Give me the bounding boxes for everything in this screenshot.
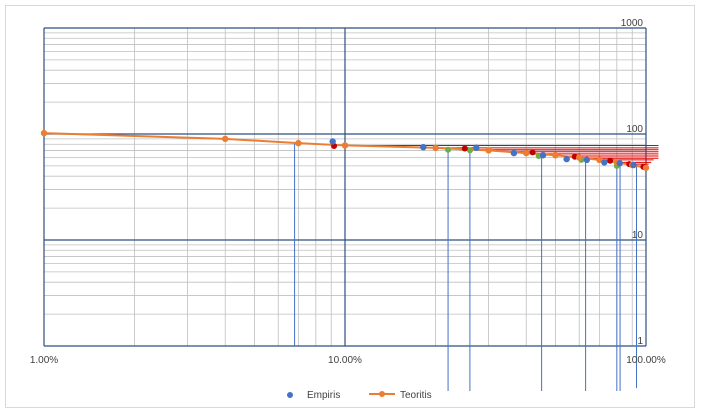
grid bbox=[43, 27, 647, 347]
point-empiris bbox=[616, 160, 623, 167]
legend: Empiris Teoritis bbox=[287, 390, 432, 401]
chart-frame: 1.00% 10.00% 100.00% 1 10 100 1000 Empiris Teo… bbox=[5, 5, 695, 408]
tick-labels: 1.00% 10.00% 100.00% 1 10 100 1000 bbox=[30, 18, 666, 366]
point-empiris bbox=[510, 149, 518, 157]
extra-point-1 bbox=[461, 145, 468, 152]
legend-marker-empiris bbox=[287, 392, 293, 398]
y-tick-label: 1 bbox=[637, 336, 643, 347]
reference-lines bbox=[294, 143, 659, 391]
legend-label-teoritis: Teoritis bbox=[400, 390, 432, 401]
point-empiris bbox=[601, 159, 608, 166]
point-empiris bbox=[563, 155, 570, 163]
y-tick-label: 1000 bbox=[621, 18, 644, 29]
point-teoritis bbox=[40, 129, 48, 137]
point-teoritis bbox=[596, 156, 603, 164]
point-empiris bbox=[473, 144, 480, 152]
y-tick-label: 100 bbox=[626, 124, 643, 135]
extra-point-1 bbox=[607, 157, 614, 164]
point-teoritis bbox=[485, 147, 492, 154]
extra-point-1 bbox=[529, 149, 536, 156]
x-tick-label: 100.00% bbox=[626, 355, 666, 366]
extra-point-0 bbox=[445, 146, 452, 153]
point-teoritis bbox=[295, 139, 302, 147]
point-teoritis bbox=[432, 144, 439, 152]
point-empiris bbox=[583, 156, 591, 164]
extra-point-0 bbox=[466, 147, 473, 154]
point-teoritis bbox=[642, 164, 650, 171]
point-teoritis bbox=[552, 152, 559, 159]
point-empiris bbox=[329, 138, 336, 145]
y-tick-label: 10 bbox=[632, 230, 644, 241]
x-tick-label: 10.00% bbox=[328, 355, 362, 366]
legend-marker-teoritis bbox=[379, 391, 385, 397]
point-empiris bbox=[420, 144, 427, 151]
point-teoritis bbox=[576, 154, 583, 161]
x-tick-label: 1.00% bbox=[30, 355, 58, 366]
point-teoritis bbox=[523, 149, 530, 157]
series-layer bbox=[40, 129, 650, 171]
point-empiris bbox=[539, 152, 547, 159]
point-empiris bbox=[630, 161, 637, 169]
legend-label-empiris: Empiris bbox=[307, 390, 340, 401]
point-teoritis bbox=[341, 142, 349, 149]
point-teoritis bbox=[222, 135, 229, 143]
chart: 1.00% 10.00% 100.00% 1 10 100 1000 Empiris Teo… bbox=[30, 18, 666, 401]
